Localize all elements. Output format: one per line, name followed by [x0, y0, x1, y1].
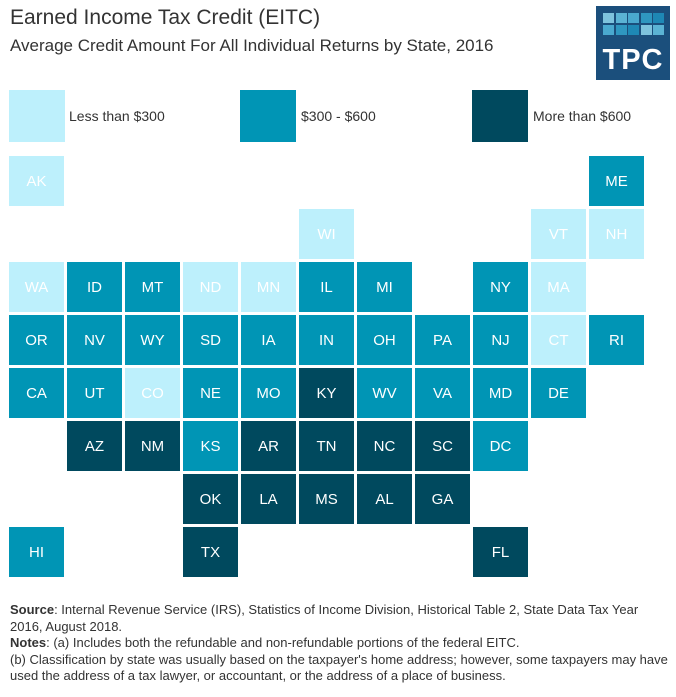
logo-square	[603, 25, 614, 35]
state-tile-nv: NV	[67, 315, 122, 365]
state-tile-ms: MS	[299, 474, 354, 524]
state-tile-md: MD	[473, 368, 528, 418]
state-tile-wy: WY	[125, 315, 180, 365]
state-tile-ak: AK	[9, 156, 64, 206]
state-tile-mo: MO	[241, 368, 296, 418]
source-label: Source	[10, 602, 55, 617]
state-tile-ri: RI	[589, 315, 644, 365]
logo-square	[615, 13, 627, 23]
state-tile-ks: KS	[183, 421, 238, 471]
state-tile-ga: GA	[415, 474, 470, 524]
state-tile-fl: FL	[473, 527, 528, 577]
logo-square	[653, 13, 664, 23]
logo-text: TPC	[602, 44, 664, 76]
state-tile-ca: CA	[9, 368, 64, 418]
state-tile-mt: MT	[125, 262, 180, 312]
state-tile-dc: DC	[473, 421, 528, 471]
state-tile-la: LA	[241, 474, 296, 524]
state-tile-nd: ND	[183, 262, 238, 312]
legend-label-high: More than $600	[533, 108, 632, 124]
state-tile-va: VA	[415, 368, 470, 418]
state-tile-ut: UT	[67, 368, 122, 418]
state-tile-ny: NY	[473, 262, 528, 312]
state-tile-nc: NC	[357, 421, 412, 471]
state-tile-ky: KY	[299, 368, 354, 418]
state-tile-pa: PA	[415, 315, 470, 365]
legend-label-low: Less than $300	[69, 108, 165, 124]
logo-square	[615, 25, 627, 35]
state-tile-id: ID	[67, 262, 122, 312]
logo-square	[653, 25, 664, 35]
state-tile-oh: OH	[357, 315, 412, 365]
legend-swatch-mid	[240, 90, 296, 142]
state-tile-mn: MN	[241, 262, 296, 312]
chart-title: Earned Income Tax Credit (EITC)	[10, 6, 321, 29]
state-tile-al: AL	[357, 474, 412, 524]
state-tile-or: OR	[9, 315, 64, 365]
state-tile-wv: WV	[357, 368, 412, 418]
note-a: : (a) Includes both the refundable and n…	[46, 635, 520, 650]
state-tile-tn: TN	[299, 421, 354, 471]
state-tile-az: AZ	[67, 421, 122, 471]
logo-square	[603, 13, 614, 23]
legend-label-mid: $300 - $600	[301, 108, 376, 124]
state-tile-nm: NM	[125, 421, 180, 471]
state-tile-sd: SD	[183, 315, 238, 365]
state-tile-ma: MA	[531, 262, 586, 312]
state-tile-hi: HI	[9, 527, 64, 577]
state-tile-nh: NH	[589, 209, 644, 259]
state-tile-de: DE	[531, 368, 586, 418]
state-tile-il: IL	[299, 262, 354, 312]
state-tile-ne: NE	[183, 368, 238, 418]
state-tile-mi: MI	[357, 262, 412, 312]
state-tile-in: IN	[299, 315, 354, 365]
state-tile-ar: AR	[241, 421, 296, 471]
footnotes: Source: Internal Revenue Service (IRS), …	[10, 602, 670, 685]
logo-square	[640, 25, 652, 35]
state-tile-ct: CT	[531, 315, 586, 365]
state-tile-wi: WI	[299, 209, 354, 259]
state-tile-wa: WA	[9, 262, 64, 312]
source-text: : Internal Revenue Service (IRS), Statis…	[10, 602, 639, 634]
state-tile-ok: OK	[183, 474, 238, 524]
legend-swatch-high	[472, 90, 528, 142]
tpc-logo: TPC	[596, 6, 670, 80]
state-tile-me: ME	[589, 156, 644, 206]
state-tile-sc: SC	[415, 421, 470, 471]
logo-square	[628, 13, 639, 23]
state-tile-co: CO	[125, 368, 180, 418]
legend-swatch-low	[9, 90, 65, 142]
state-tile-nj: NJ	[473, 315, 528, 365]
state-tile-ia: IA	[241, 315, 296, 365]
chart-subtitle: Average Credit Amount For All Individual…	[10, 36, 494, 55]
logo-square	[640, 13, 652, 23]
logo-square	[628, 25, 639, 35]
notes-label: Notes	[10, 635, 47, 650]
state-tile-tx: TX	[183, 527, 238, 577]
state-tile-vt: VT	[531, 209, 586, 259]
note-b: (b) Classification by state was usually …	[10, 651, 668, 684]
